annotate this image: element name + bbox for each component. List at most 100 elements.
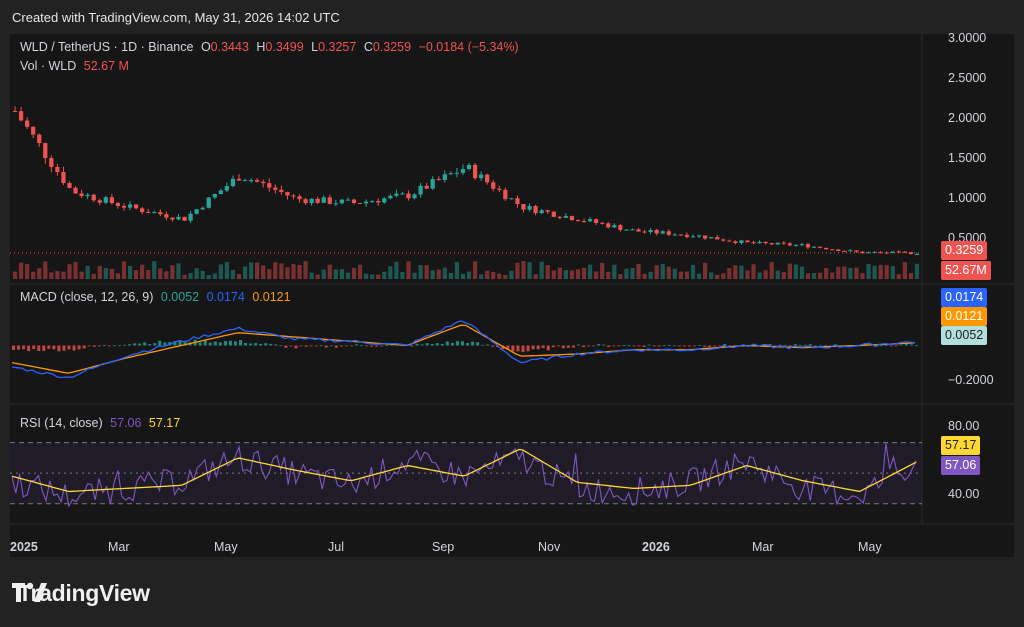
macd-histogram-bar	[627, 345, 631, 347]
volume-bar	[273, 262, 278, 279]
candle-body	[914, 253, 920, 255]
macd-tag: 0.0174	[941, 288, 988, 307]
candle-body	[91, 194, 96, 201]
volume-bar	[55, 271, 60, 279]
volume-bar	[902, 262, 907, 279]
candle-body	[285, 192, 290, 196]
macd-histogram-bar	[798, 344, 802, 346]
change-value: −0.0184 (−5.34%)	[418, 40, 519, 54]
macd-histogram-bar	[607, 345, 611, 347]
volume-bar	[18, 262, 24, 279]
candle-body	[164, 214, 169, 218]
candle-body	[491, 182, 496, 189]
candle-body	[351, 199, 357, 204]
candle-body	[509, 198, 514, 200]
volume-bar	[830, 272, 835, 279]
candle-body	[188, 213, 193, 221]
rsi-line	[11, 443, 917, 508]
candle-body	[715, 237, 720, 240]
volume-bar	[890, 266, 895, 279]
candle-body	[140, 208, 145, 213]
hist-tag: 0.0052	[941, 326, 988, 345]
volume-bar	[291, 264, 296, 279]
rsi-value: 57.06	[110, 416, 142, 430]
candle-body	[606, 223, 611, 228]
macd-histogram-bar	[672, 345, 676, 347]
macd-label[interactable]: MACD (close, 12, 26, 9)	[20, 290, 154, 304]
volume-bar	[121, 261, 127, 279]
candle-body	[684, 234, 690, 237]
candle-body	[255, 180, 260, 182]
volume-bar	[267, 269, 272, 279]
candle-body	[412, 194, 417, 199]
candle-body	[406, 193, 411, 199]
candle-body	[97, 200, 102, 203]
symbol-label[interactable]: WLD / TetherUS · 1D · Binance	[20, 40, 194, 54]
volume-bar	[569, 270, 575, 279]
volume-bar	[79, 271, 84, 279]
volume-bar	[739, 265, 744, 279]
candle-body	[497, 188, 502, 190]
candle-body	[261, 181, 266, 184]
macd-histogram-bar	[476, 342, 480, 346]
candle-body	[854, 250, 859, 252]
candle-body	[545, 210, 550, 212]
rsi-label[interactable]: RSI (14, close)	[20, 416, 103, 430]
candle-body	[636, 229, 641, 232]
volume-bar	[666, 266, 671, 279]
volume-bar	[303, 261, 308, 279]
price-tick: 2.0000	[948, 111, 987, 125]
volume-bar	[799, 266, 805, 279]
candle-body	[799, 244, 805, 246]
volume-bar	[394, 261, 399, 279]
macd-histogram-bar	[541, 345, 545, 349]
candle-body	[297, 196, 302, 200]
macd-histogram-bar	[824, 345, 828, 347]
volume-bar	[563, 270, 568, 279]
candle-body	[787, 243, 792, 246]
volume-bar	[25, 264, 30, 279]
macd-histogram-bar	[279, 345, 283, 347]
macd-histogram-bar	[289, 345, 293, 347]
macd-histogram-bar	[254, 343, 258, 346]
candle-body	[25, 120, 30, 127]
macd-histogram-bar	[466, 342, 470, 346]
candle-body	[624, 229, 629, 231]
macd-histogram-bar	[803, 344, 808, 346]
macd-histogram-bar	[809, 344, 813, 346]
macd-histogram-bar	[269, 343, 273, 346]
rsi-ma-value: 57.17	[148, 416, 181, 430]
macd-histogram-bar	[587, 345, 591, 347]
macd-histogram-bar	[299, 345, 303, 347]
volume-bar	[509, 270, 514, 279]
candle-body	[811, 246, 817, 248]
candle-body	[775, 242, 780, 245]
candle-body	[890, 251, 895, 254]
macd-histogram-bar	[239, 340, 243, 346]
volume-bar	[884, 265, 889, 279]
volume-bar	[648, 271, 653, 279]
volume-bar	[654, 265, 659, 279]
chart-area[interactable]: WLD / TetherUS · 1D · Binance O0.3443 H0…	[10, 31, 1014, 557]
macd-histogram-bar	[450, 342, 454, 346]
candle-body	[182, 216, 187, 221]
candle-body	[194, 209, 199, 214]
macd-histogram-bar	[143, 342, 147, 346]
candle-body	[370, 201, 375, 203]
volume-bar	[581, 267, 587, 279]
volume-label[interactable]: Vol · WLD	[20, 59, 77, 73]
volume-bar	[491, 271, 496, 279]
volume-bar	[515, 262, 520, 279]
candle-body	[73, 187, 78, 194]
macd-histogram-bar	[718, 345, 722, 347]
macd-histogram-bar	[410, 345, 414, 347]
macd-histogram-bar	[27, 345, 31, 352]
time-label: Jul	[328, 540, 344, 554]
macd-histogram-bar	[814, 345, 818, 347]
volume-bar	[781, 272, 786, 279]
chart-canvas[interactable]	[10, 34, 1014, 557]
candle-body	[430, 179, 435, 189]
open-value: 0.3443	[210, 40, 249, 54]
volume-bar	[285, 267, 290, 279]
macd-histogram-bar	[233, 341, 237, 346]
